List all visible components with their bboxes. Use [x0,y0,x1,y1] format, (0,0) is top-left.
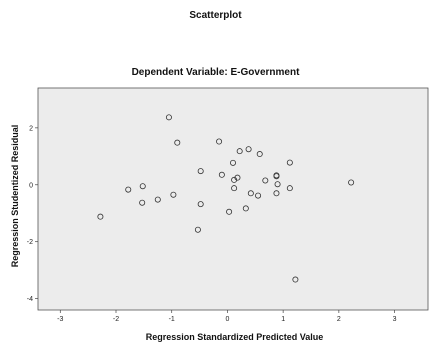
data-point [255,192,262,199]
y-tick-label: 0 [29,182,33,189]
data-point [216,138,223,145]
data-point [234,174,241,181]
data-point [97,213,104,220]
data-point [231,185,238,192]
data-point [245,146,252,153]
data-point [174,139,181,146]
chart-title: Scatterplot [189,10,242,21]
x-tick-label: 0 [225,316,229,323]
data-point [262,177,269,184]
x-tick-label: 2 [337,316,341,323]
data-point [229,159,236,166]
x-tick-label: -1 [169,316,175,323]
chart-subtitle: Dependent Variable: E-Government [131,67,300,78]
data-point [165,114,172,121]
x-tick-label: 3 [393,316,397,323]
data-point [226,208,233,215]
data-point [139,183,146,190]
data-point [292,276,299,283]
data-point [286,159,293,166]
data-point [236,148,243,155]
data-point [256,151,263,158]
data-point [197,168,204,175]
data-point [218,171,225,178]
x-tick-label: -2 [113,316,119,323]
data-point [286,185,293,192]
plot-area [37,87,429,311]
data-point [273,190,280,197]
data-point [170,191,177,198]
data-point [139,199,146,206]
data-point [247,190,254,197]
y-tick-label: 2 [29,125,33,132]
data-point [274,181,281,188]
data-point [273,173,280,180]
data-point [242,205,249,212]
data-point [125,186,132,193]
x-tick-label: 1 [281,316,285,323]
data-point [194,226,201,233]
data-point [197,201,204,208]
x-axis-label: Regression Standardized Predicted Value [145,332,324,342]
data-point [348,179,355,186]
y-tick-label: -2 [27,239,33,246]
data-point [154,196,161,203]
x-tick-label: -3 [57,316,63,323]
y-tick-label: -4 [27,296,33,303]
